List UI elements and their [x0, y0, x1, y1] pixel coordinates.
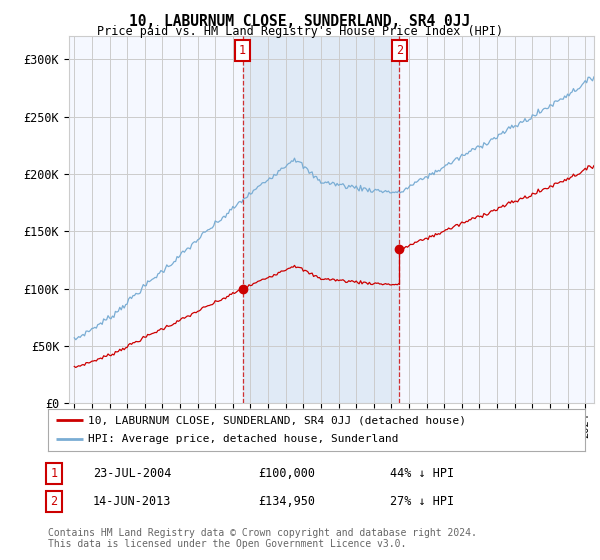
Text: 10, LABURNUM CLOSE, SUNDERLAND, SR4 0JJ (detached house): 10, LABURNUM CLOSE, SUNDERLAND, SR4 0JJ …	[88, 415, 466, 425]
Bar	[242, 36, 400, 403]
Text: Contains HM Land Registry data © Crown copyright and database right 2024.
This d: Contains HM Land Registry data © Crown c…	[48, 528, 477, 549]
Text: 1: 1	[50, 466, 58, 480]
Text: 27% ↓ HPI: 27% ↓ HPI	[390, 494, 454, 508]
Text: HPI: Average price, detached house, Sunderland: HPI: Average price, detached house, Sund…	[88, 435, 399, 445]
Text: 10, LABURNUM CLOSE, SUNDERLAND, SR4 0JJ: 10, LABURNUM CLOSE, SUNDERLAND, SR4 0JJ	[130, 14, 470, 29]
Text: 2: 2	[396, 44, 403, 57]
Text: 2: 2	[50, 494, 58, 508]
Text: 14-JUN-2013: 14-JUN-2013	[93, 494, 172, 508]
Text: £100,000: £100,000	[258, 466, 315, 480]
Text: Price paid vs. HM Land Registry's House Price Index (HPI): Price paid vs. HM Land Registry's House …	[97, 25, 503, 38]
Text: £134,950: £134,950	[258, 494, 315, 508]
Text: 44% ↓ HPI: 44% ↓ HPI	[390, 466, 454, 480]
Text: 1: 1	[239, 44, 246, 57]
Text: 23-JUL-2004: 23-JUL-2004	[93, 466, 172, 480]
